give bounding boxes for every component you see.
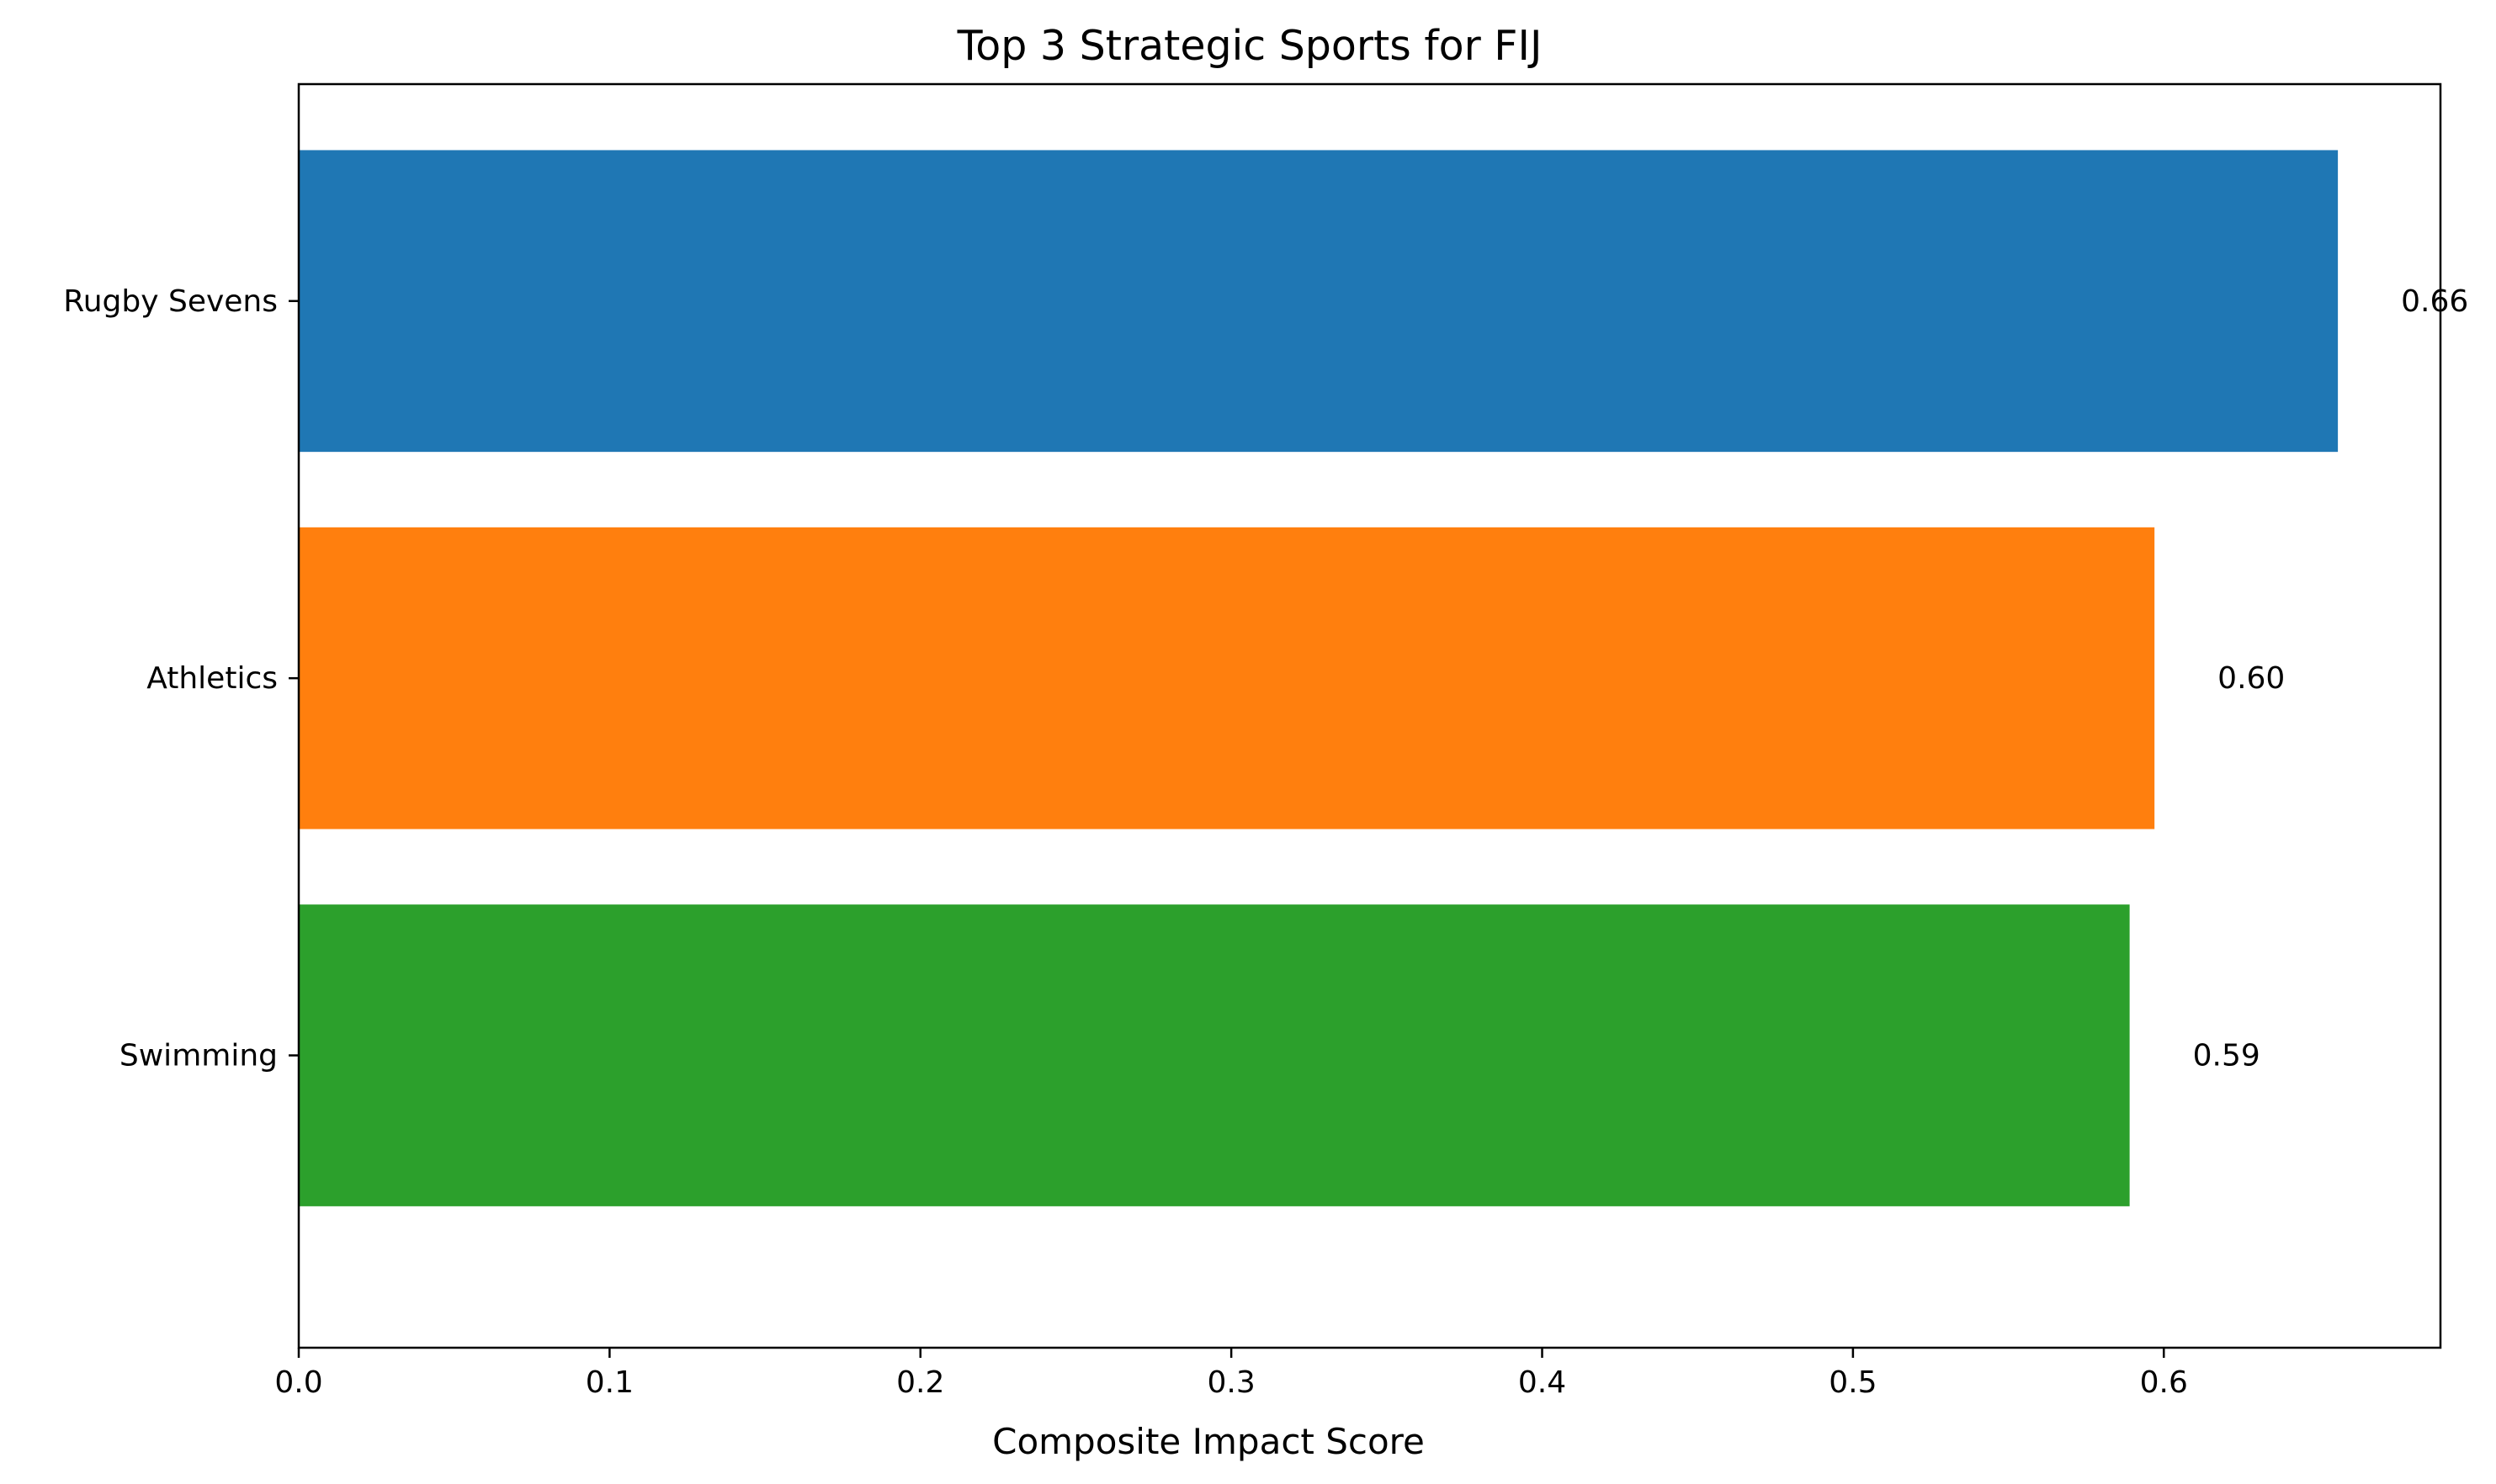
bar-swimming [299,904,2130,1206]
bars [299,150,2339,1206]
chart-title: Top 3 Strategic Sports for FIJ [957,22,1543,70]
value-labels: 0.66 0.60 0.59 [2193,284,2469,1073]
x-axis-label: Composite Impact Score [992,1421,1425,1462]
x-tick-label: 0.6 [2140,1365,2188,1400]
bar-rugby-sevens [299,150,2339,453]
x-tick-label: 0.2 [896,1365,944,1400]
bar-athletics [299,527,2155,829]
y-tick-label-athletics: Athletics [146,661,278,696]
x-tick-label: 0.1 [586,1365,634,1400]
x-tick-label: 0.3 [1207,1365,1255,1400]
value-label-athletics: 0.60 [2217,661,2285,696]
value-label-swimming: 0.59 [2193,1039,2260,1073]
x-tick-label: 0.0 [274,1365,322,1400]
x-tick-label: 0.5 [1829,1365,1877,1400]
y-tick-label-swimming: Swimming [119,1039,278,1073]
y-axis: Rugby Sevens Athletics Swimming [63,284,299,1073]
y-tick-label-rugby-sevens: Rugby Sevens [63,284,278,319]
value-label-rugby-sevens: 0.66 [2401,284,2468,319]
x-tick-label: 0.4 [1518,1365,1566,1400]
x-axis: 0.0 0.1 0.2 0.3 0.4 0.5 0.6 [274,1348,2188,1400]
plot-frame [297,82,2442,1349]
